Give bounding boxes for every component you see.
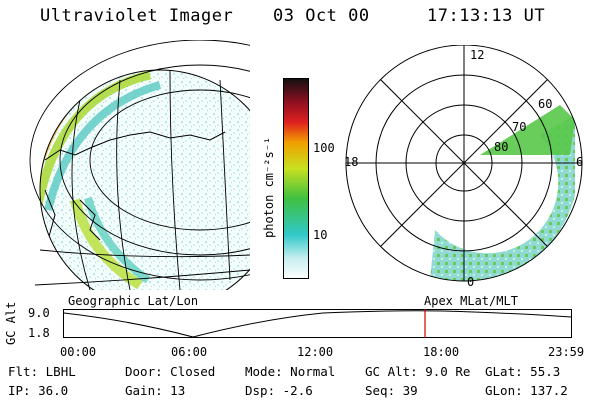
gain-field: Gain: 13 xyxy=(125,383,186,398)
time-tick-1800: 18:00 xyxy=(423,345,460,359)
colorbar-tick-100: 100 xyxy=(313,141,335,155)
filter-value: LBHL xyxy=(45,364,76,379)
altitude-y-label: GC Alt xyxy=(4,301,18,345)
time-tick-2359: 23:59 xyxy=(548,345,585,359)
time-tick-0000: 00:00 xyxy=(60,345,97,359)
geographic-image xyxy=(29,40,250,290)
instrument-title: Ultraviolet Imager xyxy=(40,6,234,26)
glon-value: 137.2 xyxy=(530,383,568,398)
geographic-caption: Geographic Lat/Lon xyxy=(68,294,199,308)
altitude-tick-9: 9.0 xyxy=(28,306,50,320)
dsp-value: -2.6 xyxy=(282,383,313,398)
filter-field: Flt: LBHL xyxy=(8,364,76,379)
mode-value: Normal xyxy=(290,364,336,379)
altitude-plot xyxy=(63,309,572,338)
mlt-label-18: 18 xyxy=(344,155,359,169)
glon-field: GLon: 137.2 xyxy=(485,383,568,398)
door-field: Door: Closed xyxy=(125,364,216,379)
gain-value: 13 xyxy=(170,383,186,398)
dsp-field: Dsp: -2.6 xyxy=(245,383,313,398)
glat-field: GLat: 55.3 xyxy=(485,364,561,379)
time-label: 17:13:13 UT xyxy=(427,6,546,26)
mlt-label-0: 0 xyxy=(467,275,475,289)
colorbar-tick-10: 10 xyxy=(313,228,328,242)
colorbar-unit-label: photon cm⁻²s⁻¹ xyxy=(262,136,276,238)
altitude-tick-1-8: 1.8 xyxy=(28,326,50,340)
time-tick-0600: 06:00 xyxy=(171,345,208,359)
mlat-label-60: 60 xyxy=(538,97,553,111)
seq-field: Seq: 39 xyxy=(365,383,418,398)
gc-alt-field: GC Alt: 9.0 Re xyxy=(365,364,471,379)
door-value: Closed xyxy=(170,364,216,379)
date-label: 03 Oct 00 xyxy=(273,6,370,26)
gc-alt-value: 9.0 Re xyxy=(425,364,471,379)
mlat-label-80: 80 xyxy=(494,140,509,154)
glat-value: 55.3 xyxy=(530,364,561,379)
mlt-label-12: 12 xyxy=(470,48,485,62)
colorbar xyxy=(283,78,309,279)
mode-field: Mode: Normal xyxy=(245,364,336,379)
ip-value: 36.0 xyxy=(38,383,69,398)
mlt-label-6: 6 xyxy=(576,155,584,169)
time-tick-1200: 12:00 xyxy=(297,345,334,359)
mlat-label-70: 70 xyxy=(512,120,527,134)
polar-plot xyxy=(345,45,583,282)
seq-value: 39 xyxy=(402,383,418,398)
ip-field: IP: 36.0 xyxy=(8,383,69,398)
apex-caption: Apex MLat/MLT xyxy=(424,294,518,308)
